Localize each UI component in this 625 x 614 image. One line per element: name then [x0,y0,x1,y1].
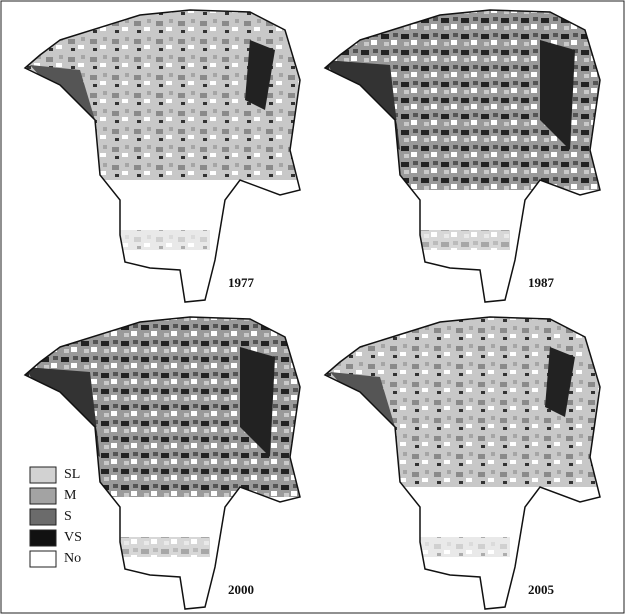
legend-label: No [64,551,81,566]
year-label: 2005 [528,582,555,597]
year-label: 1977 [228,275,255,290]
legend-swatch [30,530,56,546]
legend-label: S [64,509,72,524]
legend-label: VS [64,530,82,545]
legend-swatch [30,551,56,567]
legend-swatch [30,509,56,525]
legend-swatch [30,467,56,483]
legend-label: SL [64,467,80,482]
figure: 1977 1987 2000 2005 SL MS VS No [0,0,625,614]
legend-label: M [64,488,77,503]
page: 1977198720002005SLMSVSNo (() => { const … [0,0,625,614]
year-label: 2000 [228,582,254,597]
legend-swatch [30,488,56,504]
year-label: 1987 [528,275,555,290]
